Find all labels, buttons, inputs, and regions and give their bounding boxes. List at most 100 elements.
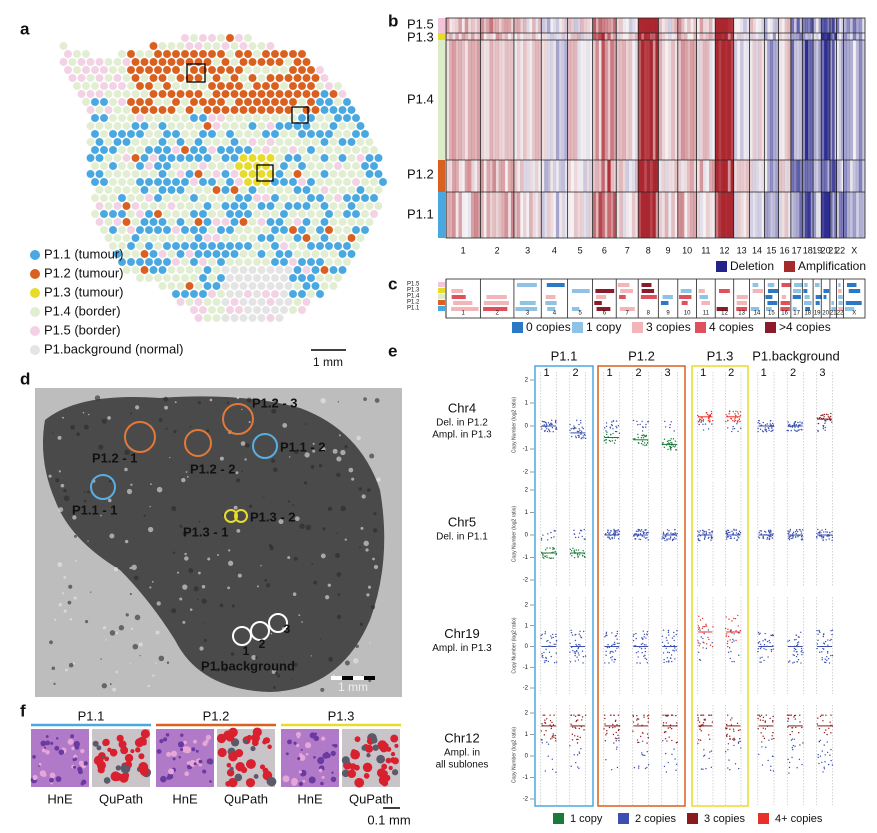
cn-point bbox=[798, 758, 801, 761]
heatmap-cell bbox=[752, 160, 756, 192]
spot bbox=[284, 297, 293, 307]
spot bbox=[369, 161, 379, 171]
cn-point bbox=[727, 743, 730, 745]
spot bbox=[194, 281, 203, 291]
cn-point bbox=[663, 661, 665, 664]
heatmap-cell bbox=[687, 160, 691, 192]
tissue-texture bbox=[171, 608, 177, 614]
cn-point bbox=[544, 661, 546, 664]
spot bbox=[203, 153, 212, 163]
cn-point bbox=[614, 720, 617, 723]
cn-point bbox=[772, 533, 774, 535]
spot bbox=[180, 65, 190, 75]
cn-point bbox=[666, 656, 669, 659]
chromosome-label: 8 bbox=[646, 245, 651, 255]
heatmap-cell bbox=[661, 192, 666, 238]
cn-point bbox=[549, 738, 552, 740]
spot bbox=[297, 289, 307, 299]
cn-point bbox=[729, 531, 731, 534]
cn-point bbox=[581, 437, 583, 439]
tissue-texture bbox=[72, 662, 76, 665]
spot bbox=[315, 161, 325, 171]
heatmap-cell bbox=[813, 18, 817, 33]
spot bbox=[207, 49, 217, 59]
cn-point bbox=[647, 721, 649, 723]
spot bbox=[234, 289, 244, 299]
spot bbox=[293, 121, 302, 131]
cn-point bbox=[571, 646, 573, 649]
cn-point bbox=[555, 633, 557, 636]
spot bbox=[261, 113, 271, 123]
cnv-cell bbox=[519, 301, 536, 305]
cn-point bbox=[830, 630, 832, 632]
cn-point bbox=[701, 417, 703, 419]
spot bbox=[270, 209, 280, 219]
spot bbox=[288, 177, 298, 187]
qupath-cell bbox=[351, 749, 357, 755]
cn-point bbox=[737, 741, 740, 743]
cn-point bbox=[705, 647, 708, 650]
hne-cell bbox=[170, 750, 178, 757]
heatmap-cell bbox=[827, 40, 831, 160]
cn-point bbox=[552, 633, 554, 636]
cn-point bbox=[738, 767, 740, 770]
spot bbox=[113, 201, 122, 211]
cn-point bbox=[773, 737, 775, 740]
cn-point bbox=[789, 528, 792, 531]
heatmap-cell bbox=[778, 33, 782, 40]
heatmap-cell bbox=[625, 192, 630, 238]
cn-point bbox=[580, 419, 582, 422]
qupath-cell bbox=[363, 773, 370, 779]
spot bbox=[302, 153, 311, 163]
y-tick-label: -1 bbox=[523, 775, 529, 781]
cn-point bbox=[574, 634, 576, 636]
cn-point bbox=[817, 528, 819, 531]
heatmap-cell bbox=[721, 18, 725, 33]
cn-point bbox=[674, 658, 676, 660]
cnv-cell bbox=[451, 307, 479, 311]
heatmap-cell bbox=[733, 192, 738, 238]
spot bbox=[122, 265, 131, 275]
cn-point bbox=[635, 530, 638, 532]
cnv-cell bbox=[780, 307, 790, 311]
heatmap-cell bbox=[787, 160, 792, 192]
cnv-cell bbox=[823, 295, 827, 299]
heatmap-cell bbox=[480, 33, 484, 40]
heatmap-cell bbox=[815, 18, 819, 33]
cn-point bbox=[574, 639, 577, 642]
spot bbox=[113, 89, 122, 99]
cn-point bbox=[608, 532, 610, 534]
legend-label: >4 copies bbox=[779, 320, 831, 334]
heatmap-cell bbox=[838, 18, 842, 33]
cn-point bbox=[544, 660, 546, 662]
spot bbox=[306, 273, 316, 283]
spot bbox=[248, 137, 257, 147]
cn-point bbox=[546, 428, 548, 430]
heatmap-cell bbox=[568, 192, 571, 238]
cn-point bbox=[672, 445, 674, 447]
spot bbox=[347, 153, 356, 163]
heatmap-cell bbox=[520, 192, 523, 238]
spot bbox=[311, 137, 320, 147]
spot bbox=[185, 169, 194, 179]
cn-point bbox=[571, 555, 573, 557]
tissue-texture bbox=[231, 604, 235, 608]
cn-point bbox=[582, 662, 584, 664]
cn-point bbox=[643, 716, 645, 718]
cn-point bbox=[791, 730, 793, 733]
cn-point bbox=[606, 646, 609, 649]
heatmap-cell bbox=[665, 40, 669, 160]
spot bbox=[108, 177, 118, 187]
spot bbox=[185, 153, 194, 163]
cn-point bbox=[605, 439, 608, 441]
tissue-texture bbox=[318, 463, 323, 468]
heatmap-cell bbox=[538, 40, 542, 160]
spot bbox=[144, 225, 154, 235]
spot bbox=[324, 97, 334, 107]
spot bbox=[248, 105, 257, 115]
cn-point bbox=[729, 728, 731, 730]
qupath-cell bbox=[226, 762, 232, 768]
spot bbox=[63, 65, 73, 75]
heatmap-cell bbox=[793, 192, 797, 238]
image-label: QuPath bbox=[349, 791, 393, 806]
